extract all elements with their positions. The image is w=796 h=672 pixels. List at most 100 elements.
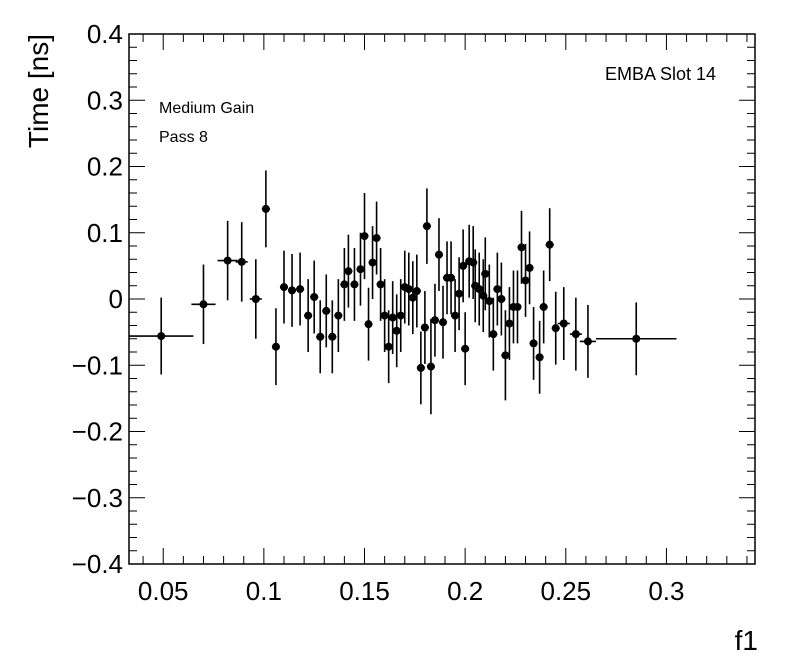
data-point bbox=[129, 297, 194, 375]
data-point bbox=[551, 291, 560, 365]
data-point bbox=[595, 302, 677, 376]
data-point bbox=[420, 291, 429, 364]
y-tick-label: −0.3 bbox=[72, 483, 123, 513]
point-marker bbox=[388, 313, 397, 322]
point-marker bbox=[497, 295, 506, 303]
point-marker bbox=[344, 267, 353, 276]
x-axis-title: f1 bbox=[735, 625, 758, 656]
point-marker bbox=[223, 256, 232, 265]
point-marker bbox=[430, 316, 439, 325]
data-point bbox=[493, 252, 502, 326]
data-point bbox=[322, 274, 331, 348]
point-marker bbox=[368, 258, 377, 267]
data-point bbox=[372, 201, 381, 275]
point-marker bbox=[322, 306, 331, 315]
point-marker bbox=[420, 323, 429, 332]
data-point bbox=[505, 287, 514, 360]
y-tick-label: −0.1 bbox=[72, 350, 123, 380]
point-marker bbox=[364, 320, 373, 329]
data-point bbox=[356, 232, 365, 306]
point-marker bbox=[485, 296, 494, 305]
data-point bbox=[396, 279, 405, 352]
data-point bbox=[217, 220, 238, 301]
point-marker bbox=[356, 265, 365, 274]
x-tick-label: 0.1 bbox=[246, 576, 282, 606]
data-point bbox=[364, 287, 373, 361]
y-axis-title: Time [ns] bbox=[23, 34, 54, 148]
data-point bbox=[459, 229, 468, 303]
x-tick-labels: 0.05 0.1 0.15 0.2 0.25 0.3 bbox=[138, 576, 685, 606]
point-marker bbox=[559, 319, 568, 328]
point-marker bbox=[261, 204, 270, 213]
slot-label: EMBA Slot 14 bbox=[605, 64, 716, 84]
data-point bbox=[344, 234, 353, 308]
point-marker bbox=[404, 285, 413, 294]
data-point bbox=[461, 312, 470, 386]
data-point bbox=[404, 252, 413, 326]
point-marker bbox=[529, 339, 538, 348]
y-tick-label: 0.1 bbox=[87, 218, 123, 248]
point-marker bbox=[372, 234, 381, 243]
data-point bbox=[271, 308, 280, 386]
data-point bbox=[350, 247, 359, 321]
point-marker bbox=[384, 342, 393, 351]
point-marker bbox=[288, 286, 297, 295]
data-point bbox=[517, 210, 526, 284]
point-marker bbox=[360, 232, 369, 241]
x-tick-label: 0.05 bbox=[138, 576, 189, 606]
data-point bbox=[513, 270, 522, 344]
data-point bbox=[249, 259, 262, 339]
point-marker bbox=[434, 250, 443, 259]
point-marker bbox=[296, 285, 305, 294]
point-marker bbox=[376, 280, 385, 289]
point-marker bbox=[455, 289, 464, 298]
data-point bbox=[529, 306, 538, 380]
data-point bbox=[434, 218, 444, 292]
data-point bbox=[392, 294, 401, 368]
point-marker bbox=[396, 311, 405, 320]
point-marker bbox=[350, 280, 359, 289]
point-marker bbox=[447, 273, 456, 282]
point-marker bbox=[439, 318, 448, 327]
data-point bbox=[340, 247, 349, 321]
point-marker bbox=[451, 311, 460, 320]
data-point bbox=[304, 279, 313, 352]
data-point bbox=[579, 304, 596, 378]
data-point bbox=[475, 252, 484, 326]
point-marker bbox=[525, 263, 534, 272]
point-marker bbox=[157, 332, 166, 341]
data-point bbox=[521, 244, 530, 317]
point-marker bbox=[535, 353, 544, 362]
point-marker bbox=[513, 302, 522, 311]
point-marker bbox=[422, 222, 431, 231]
data-point bbox=[451, 279, 460, 352]
data-point bbox=[288, 253, 297, 327]
point-marker bbox=[279, 283, 288, 292]
data-point bbox=[310, 260, 319, 334]
y-tick-label: −0.2 bbox=[72, 417, 123, 447]
point-marker bbox=[340, 280, 349, 289]
point-marker bbox=[501, 351, 510, 360]
data-point bbox=[422, 188, 431, 264]
point-marker bbox=[517, 243, 526, 252]
y-tick-label: 0 bbox=[109, 284, 123, 314]
data-point bbox=[416, 331, 425, 405]
data-point bbox=[384, 310, 393, 384]
point-marker bbox=[461, 344, 470, 353]
data-point bbox=[545, 208, 554, 282]
data-point bbox=[388, 281, 397, 354]
point-marker bbox=[316, 332, 325, 341]
point-marker bbox=[489, 330, 498, 339]
axis-ticks bbox=[129, 33, 755, 565]
point-marker bbox=[392, 326, 401, 335]
data-point bbox=[328, 300, 337, 374]
data-point bbox=[376, 247, 385, 321]
pass-label: Pass 8 bbox=[159, 129, 208, 146]
data-point bbox=[279, 250, 289, 324]
point-marker bbox=[505, 319, 514, 328]
data-point bbox=[447, 241, 456, 315]
data-point bbox=[235, 222, 248, 302]
point-marker bbox=[475, 285, 484, 294]
point-marker bbox=[271, 342, 280, 351]
